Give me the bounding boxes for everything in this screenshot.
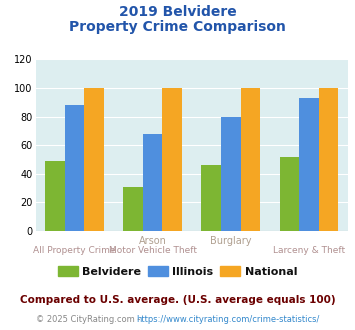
Text: © 2025 CityRating.com -: © 2025 CityRating.com - bbox=[36, 315, 142, 324]
Bar bbox=[65, 105, 84, 231]
Bar bbox=[241, 88, 260, 231]
Text: Property Crime Comparison: Property Crime Comparison bbox=[69, 20, 286, 34]
Bar bbox=[202, 165, 221, 231]
Text: All Property Crime: All Property Crime bbox=[33, 246, 116, 255]
Bar bbox=[45, 161, 65, 231]
Bar bbox=[84, 88, 104, 231]
Text: Burglary: Burglary bbox=[210, 236, 251, 246]
Text: Motor Vehicle Theft: Motor Vehicle Theft bbox=[109, 246, 197, 255]
Bar bbox=[143, 134, 163, 231]
Text: Larceny & Theft: Larceny & Theft bbox=[273, 246, 345, 255]
Legend: Belvidere, Illinois, National: Belvidere, Illinois, National bbox=[53, 261, 302, 281]
Bar bbox=[163, 88, 182, 231]
Bar bbox=[319, 88, 338, 231]
Text: Compared to U.S. average. (U.S. average equals 100): Compared to U.S. average. (U.S. average … bbox=[20, 295, 335, 305]
Bar bbox=[280, 157, 299, 231]
Bar bbox=[124, 187, 143, 231]
Bar bbox=[221, 116, 241, 231]
Bar bbox=[299, 98, 319, 231]
Text: Arson: Arson bbox=[139, 236, 166, 246]
Text: https://www.cityrating.com/crime-statistics/: https://www.cityrating.com/crime-statist… bbox=[137, 315, 320, 324]
Text: 2019 Belvidere: 2019 Belvidere bbox=[119, 5, 236, 19]
